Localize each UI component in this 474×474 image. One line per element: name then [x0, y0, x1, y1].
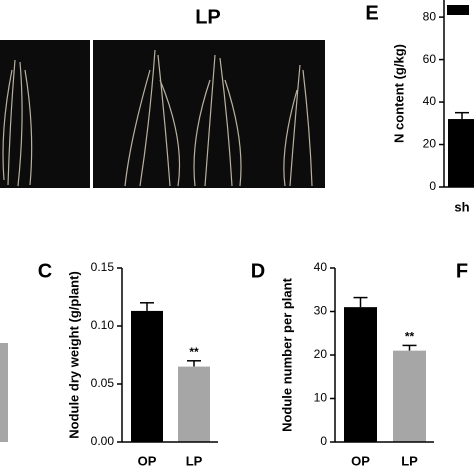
- x-tick-label: OP: [351, 453, 370, 468]
- bar: [393, 350, 426, 442]
- cropped-bar: [0, 343, 8, 442]
- legend-swatch: [447, 5, 469, 15]
- y-axis-label: Nodule dry weight (g/plant): [66, 271, 81, 439]
- photo-label: LP: [195, 6, 221, 28]
- y-tick-label: 0.15: [91, 260, 115, 274]
- y-tick-label: 30: [314, 304, 328, 318]
- panel-letter: C: [38, 260, 52, 282]
- y-tick-label: 10: [314, 391, 328, 405]
- panel-letter: E: [365, 2, 378, 24]
- x-tick-label: sh: [454, 199, 469, 214]
- y-tick-label: 0: [320, 434, 327, 448]
- panel-letter: F: [456, 260, 468, 282]
- y-tick-label: 80: [423, 9, 437, 23]
- y-tick-label: 0: [429, 179, 436, 193]
- bar: [178, 366, 210, 442]
- bar: [448, 119, 474, 187]
- root-photo: [0, 40, 325, 188]
- y-tick-label: 0.00: [91, 434, 115, 448]
- y-tick-label: 20: [314, 347, 328, 361]
- y-tick-label: 0.10: [91, 318, 115, 332]
- bar: [131, 310, 163, 442]
- x-tick-label: LP: [401, 453, 418, 468]
- significance-label: **: [189, 345, 199, 359]
- y-axis-label: Nodule number per plant: [279, 277, 294, 432]
- y-tick-label: 0.05: [91, 376, 115, 390]
- panel-letter: D: [251, 260, 265, 282]
- x-tick-label: OP: [138, 453, 157, 468]
- y-tick-label: 40: [314, 260, 328, 274]
- x-tick-label: LP: [186, 453, 203, 468]
- significance-label: **: [405, 330, 415, 344]
- y-tick-label: 60: [423, 52, 437, 66]
- y-tick-label: 20: [423, 137, 437, 151]
- bar: [344, 307, 377, 442]
- y-tick-label: 40: [423, 94, 437, 108]
- y-axis-label: N content (g/kg): [391, 44, 406, 143]
